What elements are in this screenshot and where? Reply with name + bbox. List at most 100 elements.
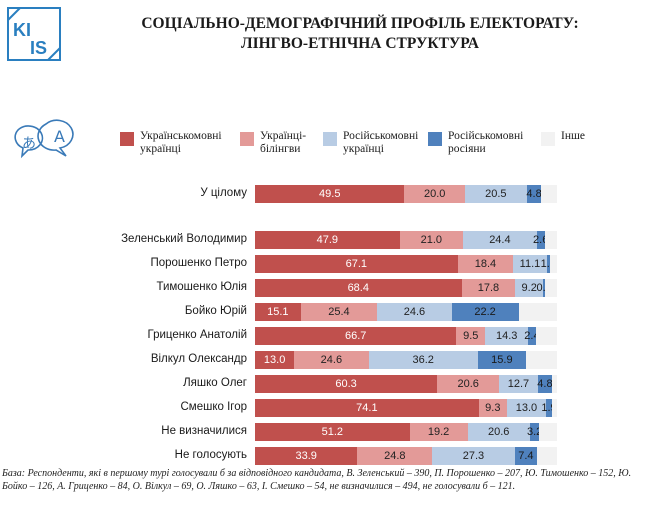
- data-label: 13.0: [515, 402, 538, 414]
- data-label: 15.9: [491, 354, 513, 366]
- title-line-2: ЛІНГВО-ЕТНІЧНА СТРУКТУРА: [241, 35, 479, 52]
- bar-segment: 4.8: [537, 375, 553, 393]
- legend-item: Інше: [541, 130, 601, 146]
- bar-segment: [545, 279, 557, 297]
- data-label: 9.5: [463, 330, 479, 342]
- data-label: 68.4: [347, 282, 369, 294]
- data-label: 60.3: [335, 378, 357, 390]
- data-label: 27.3: [462, 450, 485, 462]
- data-label: 66.7: [345, 330, 367, 342]
- bar-segment: 20.0: [404, 185, 465, 203]
- data-label: 9.3: [485, 402, 501, 414]
- language-icon: あ A: [14, 119, 74, 159]
- bar-segment: [544, 231, 557, 249]
- bar-segment: 24.6: [294, 351, 369, 369]
- legend-item: Українці-білінгви: [240, 130, 320, 156]
- bar-segment: 11.1: [513, 255, 547, 273]
- bar-segment: 15.9: [477, 351, 526, 369]
- data-label: 20.5: [485, 188, 507, 200]
- bar-segment: 3.2: [527, 423, 543, 441]
- legend-swatch: [323, 132, 337, 146]
- bar-segment: 19.2: [409, 423, 468, 441]
- bar-segment: [537, 447, 557, 465]
- row-label: Ляшко Олег: [183, 377, 247, 389]
- page-title: СОЦІАЛЬНО-ДЕМОГРАФІЧНИЙ ПРОФІЛЬ ЕЛЕКТОРА…: [80, 14, 640, 54]
- data-label: 24.8: [384, 450, 406, 462]
- legend-item: Українськомовні українці: [120, 130, 240, 156]
- data-label: 11.1: [519, 258, 541, 270]
- bar-segment: 68.4: [255, 279, 462, 297]
- bar-segment: 18.4: [457, 255, 514, 273]
- row-label: Гриценко Анатолій: [147, 329, 248, 341]
- data-label: 22.2: [474, 306, 496, 318]
- chart-legend: Українськомовні українці Українці-білінг…: [0, 130, 650, 170]
- row-label: Тимошенко Юлія: [156, 281, 247, 293]
- data-label: 24.6: [320, 354, 343, 366]
- footnote: База: Респонденти, які в першому турі го…: [2, 468, 632, 492]
- legend-swatch: [428, 132, 442, 146]
- title-line-1: СОЦІАЛЬНО-ДЕМОГРАФІЧНИЙ ПРОФІЛЬ ЕЛЕКТОРА…: [141, 15, 579, 32]
- data-label: 4.8: [526, 188, 542, 200]
- bar-segment: 15.1: [255, 303, 301, 321]
- data-label: 51.2: [321, 426, 344, 438]
- bar-segment: 2.4: [524, 327, 540, 345]
- bar-segment: 25.4: [300, 303, 378, 321]
- data-label: 74.1: [356, 402, 378, 414]
- row-label: Не голосують: [174, 449, 247, 461]
- data-label: 9.2: [521, 282, 537, 294]
- bar-segment: [518, 303, 557, 321]
- bar-segment: 51.2: [255, 423, 410, 441]
- data-label: 14.3: [495, 330, 518, 342]
- bar-segment: 22.2: [451, 303, 519, 321]
- data-label: 15.1: [267, 306, 289, 318]
- bar-segment: 74.1: [255, 399, 479, 417]
- bar-segment: 2.6: [533, 231, 548, 249]
- data-label: 47.9: [316, 234, 339, 246]
- bar-segment: 33.9: [255, 447, 358, 465]
- data-label: 12.7: [507, 378, 530, 390]
- bar-segment: [541, 185, 557, 203]
- data-label: 17.8: [477, 282, 500, 294]
- bar-segment: 17.8: [461, 279, 516, 297]
- bar-segment: 24.6: [377, 303, 452, 321]
- data-label: 24.4: [489, 234, 511, 246]
- bar-segment: 66.7: [255, 327, 457, 345]
- data-label: 2.6: [533, 234, 549, 246]
- legend-swatch: [240, 132, 254, 146]
- data-label: 3.2: [527, 426, 543, 438]
- bar-segment: 27.3: [432, 447, 515, 465]
- data-label: 21.0: [420, 234, 443, 246]
- row-label: Вілкул Олександр: [150, 353, 247, 365]
- data-label: 24.6: [403, 306, 426, 318]
- bar-segment: 9.5: [456, 327, 486, 345]
- bar-segment: 9.2: [515, 279, 544, 297]
- data-label: 20.6: [457, 378, 479, 390]
- data-label: 49.5: [319, 188, 341, 200]
- bar-segment: 12.7: [499, 375, 538, 393]
- data-label: 13.0: [263, 354, 286, 366]
- bar-segment: 24.4: [463, 231, 537, 249]
- data-label: 67.1: [345, 258, 368, 270]
- bar-segment: 67.1: [255, 255, 458, 273]
- bar-segment: [549, 255, 557, 273]
- row-label: Порошенко Петро: [150, 257, 247, 269]
- bar-segment: 14.3: [485, 327, 529, 345]
- legend-item: Російськомовні росіяни: [428, 130, 533, 156]
- bar-segment: 21.0: [399, 231, 464, 249]
- data-label: 18.4: [474, 258, 497, 270]
- bar-segment: 60.3: [255, 375, 438, 393]
- data-label: 33.9: [295, 450, 317, 462]
- data-label: 20.0: [423, 188, 446, 200]
- data-label: 20.6: [487, 426, 510, 438]
- svg-text:A: A: [54, 127, 65, 146]
- svg-text:KI: KI: [13, 20, 31, 40]
- bar-segment: [551, 399, 557, 417]
- bar-segment: [539, 423, 557, 441]
- bar-segment: 36.2: [368, 351, 478, 369]
- legend-label: Російськомовні українці: [343, 130, 419, 155]
- svg-text:あ: あ: [22, 136, 36, 152]
- legend-swatch: [541, 132, 555, 146]
- legend-label: Українці-білінгви: [260, 130, 307, 155]
- svg-text:IS: IS: [30, 38, 47, 58]
- bar-segment: 24.8: [357, 447, 433, 465]
